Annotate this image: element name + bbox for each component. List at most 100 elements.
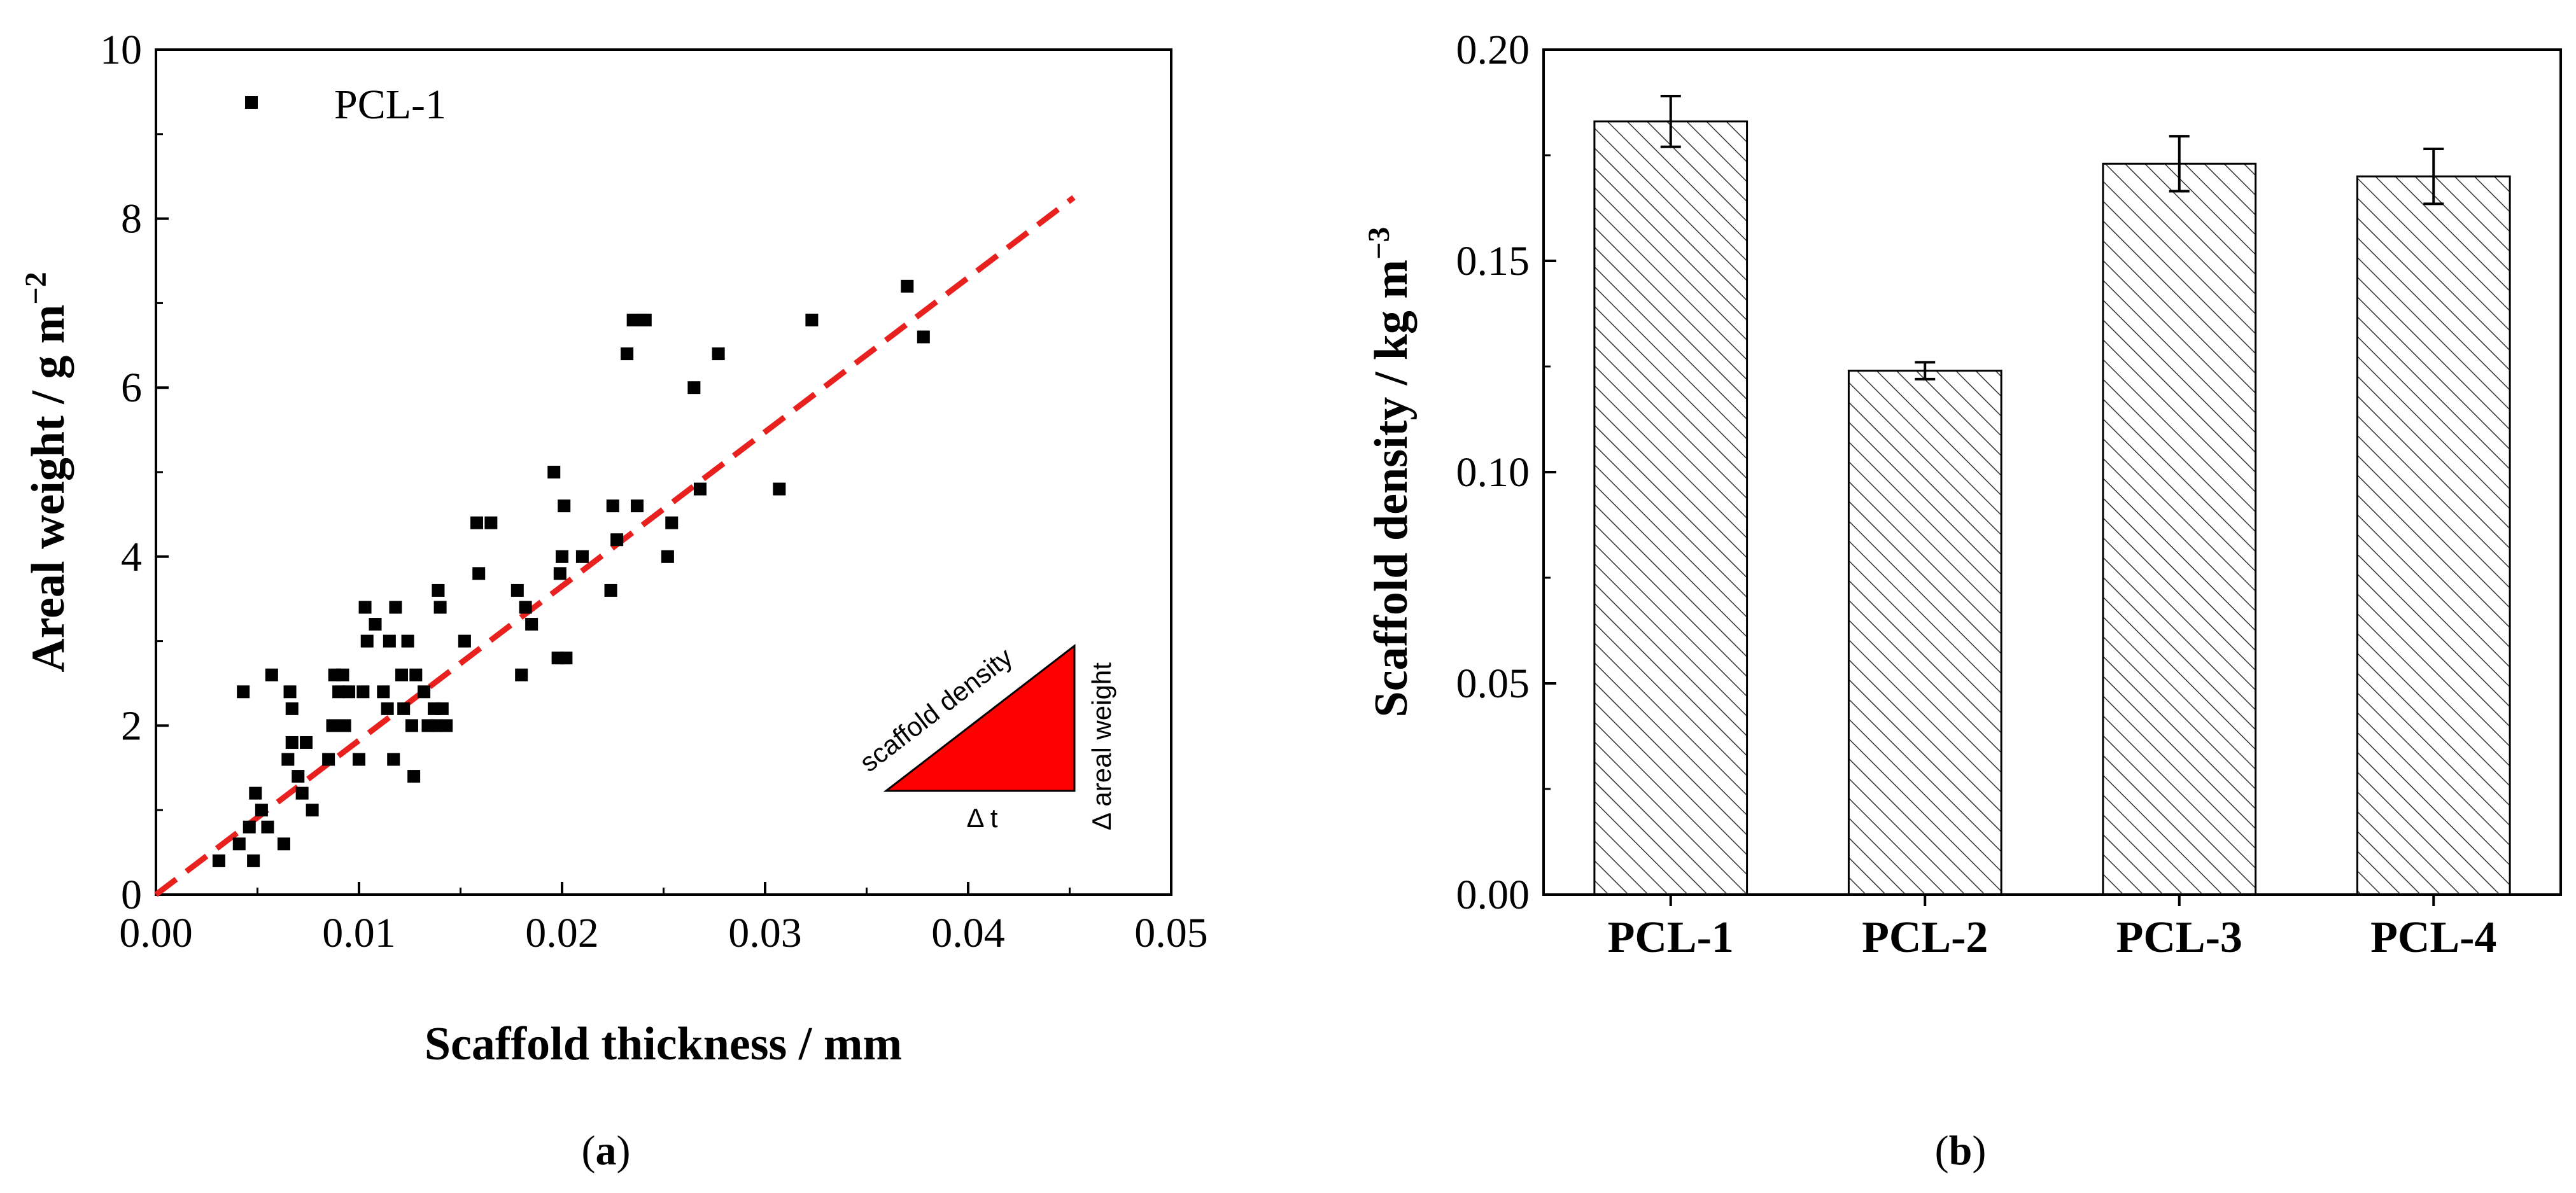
panel-label-b: (b) — [1935, 1127, 1987, 1174]
data-point — [440, 719, 453, 732]
data-point — [387, 753, 400, 766]
data-point — [558, 499, 571, 513]
data-point — [631, 499, 644, 513]
x-tick-label: 0.00 — [119, 910, 193, 956]
inset-side-label: Δ areal weight — [1087, 662, 1116, 830]
x-tick-label: 0.05 — [1134, 910, 1208, 956]
data-point — [237, 685, 250, 699]
y-tick-label: 0.20 — [1456, 27, 1530, 73]
panel-label-a: (a) — [582, 1127, 631, 1174]
bar — [2356, 175, 2511, 896]
data-point — [247, 854, 260, 867]
data-point — [917, 330, 930, 344]
data-point — [322, 753, 335, 766]
data-point — [369, 618, 382, 631]
data-point — [249, 786, 262, 800]
data-point — [395, 668, 408, 681]
data-point — [360, 634, 374, 648]
y-axis-ticks-a: 0 2 4 6 8 10 — [100, 27, 169, 918]
data-point — [409, 668, 423, 681]
data-point — [484, 516, 498, 529]
y-tick-label: 0.10 — [1456, 449, 1530, 496]
data-point — [326, 719, 339, 732]
y-axis-title-a: Areal weight / g m−2 — [19, 272, 74, 673]
data-point — [621, 347, 634, 361]
data-point — [265, 668, 278, 681]
y-tick-label: 0 — [121, 872, 142, 918]
legend: PCL-1 — [245, 81, 446, 128]
data-point — [281, 753, 295, 766]
data-point — [277, 837, 290, 851]
inset-base-label: Δ t — [966, 803, 997, 833]
data-point — [300, 736, 313, 749]
bar — [1593, 120, 1749, 896]
data-point — [255, 804, 268, 817]
bar — [2102, 162, 2257, 896]
data-point — [470, 516, 484, 529]
bar-panel: 0.000.050.100.150.20 PCL-1 PCL-2 PCL-3 PCL-… — [1362, 27, 2562, 1174]
x-tick-label: 0.01 — [322, 910, 396, 956]
data-point — [430, 719, 443, 732]
data-point — [519, 601, 532, 614]
data-point — [547, 466, 561, 478]
data-point — [397, 702, 411, 715]
x-tick-label: 0.03 — [728, 910, 802, 956]
data-point — [432, 583, 445, 597]
data-point — [712, 347, 725, 361]
data-point — [332, 685, 346, 699]
data-point — [435, 702, 449, 715]
slope-triangle — [883, 643, 1076, 792]
data-point — [261, 820, 274, 834]
y-tick-label: 2 — [121, 702, 142, 749]
data-point — [285, 736, 299, 749]
data-point — [356, 685, 370, 699]
category-label: PCL-3 — [2116, 913, 2242, 962]
category-label: PCL-1 — [1608, 913, 1734, 962]
scatter-panel: 0.00 0.01 0.02 0.03 0.04 0.05 0 2 4 6 8 10 PCL-1 s… — [19, 27, 1208, 1174]
data-point — [693, 482, 707, 496]
x-axis-categories-b: PCL-1 PCL-2 PCL-3 PCL-4 — [1608, 895, 2496, 962]
data-point — [560, 652, 573, 665]
data-point — [283, 685, 297, 699]
bars — [1593, 95, 2511, 896]
data-point — [575, 550, 589, 563]
data-point — [295, 786, 309, 800]
data-point — [389, 601, 402, 614]
data-point — [342, 685, 356, 699]
legend-marker — [245, 96, 258, 109]
data-point — [232, 837, 246, 851]
data-point — [401, 634, 414, 648]
data-point — [472, 567, 486, 580]
y-tick-label: 0.00 — [1456, 872, 1530, 918]
data-point — [433, 601, 447, 614]
data-point — [381, 702, 394, 715]
data-point — [407, 770, 421, 783]
x-axis-ticks-a: 0.00 0.01 0.02 0.03 0.04 0.05 — [119, 882, 1208, 956]
data-point — [606, 499, 619, 513]
data-point — [661, 550, 674, 563]
category-label: PCL-2 — [1862, 913, 1988, 962]
y-axis-ticks-b: 0.00 0.05 0.10 0.15 0.20 — [1456, 27, 1556, 918]
data-point — [604, 583, 617, 597]
y-tick-label: 0.15 — [1456, 238, 1530, 284]
data-point — [638, 313, 652, 326]
data-point — [553, 567, 567, 580]
y-axis-title-b: Scaffold density / kg m−3 — [1362, 227, 1418, 718]
data-point — [510, 583, 524, 597]
data-point — [610, 533, 624, 547]
data-point — [383, 634, 396, 648]
data-point — [901, 279, 914, 293]
data-point — [525, 618, 538, 631]
y-tick-label: 6 — [121, 365, 142, 411]
data-point — [805, 313, 819, 326]
data-point — [358, 601, 372, 614]
x-tick-label: 0.04 — [931, 910, 1005, 956]
data-point — [773, 482, 786, 496]
y-tick-label: 10 — [100, 27, 142, 73]
y-tick-label: 8 — [121, 196, 142, 242]
data-point — [377, 685, 390, 699]
data-point — [556, 550, 568, 563]
legend-label: PCL-1 — [334, 81, 446, 128]
data-point — [306, 804, 319, 817]
